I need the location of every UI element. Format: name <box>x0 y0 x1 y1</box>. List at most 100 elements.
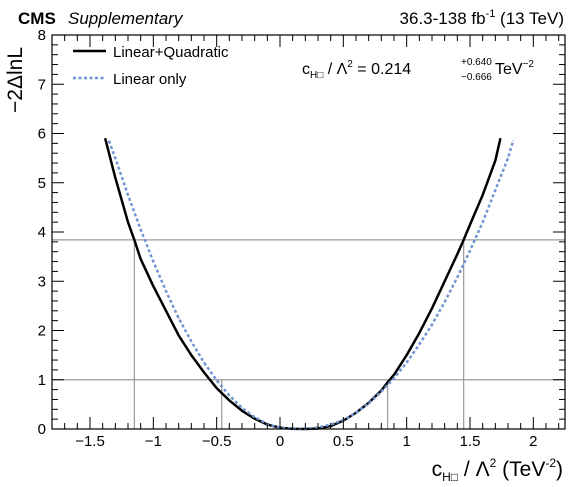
series-0-point <box>216 387 218 389</box>
fit-result-unit-exp: −2 <box>523 59 535 70</box>
x-axis-title-close: ) <box>556 458 563 481</box>
fit-result-lambda: / Λ <box>323 61 347 78</box>
series-0-point <box>104 137 106 140</box>
series-1-point <box>114 157 116 159</box>
y-tick-label: 8 <box>38 27 46 44</box>
series-1-point <box>393 377 395 379</box>
series-0-point <box>241 410 243 412</box>
series-line-0 <box>103 138 502 431</box>
series-1-point <box>456 276 458 278</box>
x-tick-label: −1 <box>145 433 162 450</box>
series-1-point <box>418 343 420 345</box>
series-1-point <box>108 140 110 142</box>
series-1-point <box>228 394 230 397</box>
series-1-point <box>254 416 256 418</box>
series-0-point <box>203 371 205 373</box>
fit-result-error-down: −0.666 <box>461 72 492 83</box>
series-0-point <box>393 374 395 376</box>
series-0-point <box>152 285 154 287</box>
y-tick-label: 0 <box>38 421 46 438</box>
series-1-point <box>406 361 408 364</box>
x-axis-title-sub: H□ <box>442 470 458 484</box>
series-0-point <box>114 177 116 179</box>
series-0-point <box>418 332 420 334</box>
fit-result-error-up: +0.640 <box>461 57 492 68</box>
y-tick-label: 5 <box>38 175 46 192</box>
series-1-point <box>431 323 433 326</box>
series-1-point <box>512 140 514 142</box>
series-0-point <box>178 334 180 337</box>
series-0-point <box>165 310 167 312</box>
fit-result-lhs: cH□ / Λ2 = 0.214 <box>302 59 411 81</box>
series-1-point <box>140 228 142 231</box>
x-tick-label: 2 <box>529 433 537 450</box>
curves <box>103 137 515 431</box>
fit-result-coefficient: c <box>302 61 310 78</box>
series-0-point <box>469 224 471 226</box>
legend-label-linear-quadratic: Linear+Quadratic <box>113 44 229 61</box>
x-tick-label: 0 <box>276 433 284 450</box>
series-0-point <box>127 221 129 223</box>
lumi-value: 36.3-138 fb <box>400 9 486 28</box>
series-1-point <box>507 157 509 159</box>
series-1-point <box>190 340 192 342</box>
series-1-point <box>216 379 218 381</box>
series-1-point <box>380 390 382 393</box>
y-axis-title: −2ΔlnL <box>4 47 27 113</box>
series-0-point <box>463 239 465 241</box>
fit-result: cH□ / Λ2 = 0.214 +0.640 −0.666 TeV−2 <box>302 57 534 83</box>
series-1-point <box>355 412 357 414</box>
series-1-point <box>165 290 167 292</box>
series-1-point <box>152 260 154 263</box>
plot-frame <box>51 34 566 430</box>
legend-label-linear-only: Linear only <box>113 71 187 88</box>
fit-result-value: = 0.214 <box>353 61 411 78</box>
experiment-label: CMS <box>18 9 56 28</box>
series-0-point <box>254 418 256 420</box>
y-tick-label: 4 <box>38 224 46 241</box>
series-0-point <box>431 307 433 309</box>
series-1-point <box>469 250 471 252</box>
series-0-point <box>228 399 230 402</box>
series-0-point <box>133 239 135 241</box>
threshold-lines <box>52 239 565 429</box>
series-1-point <box>178 317 180 319</box>
series-1-point <box>444 301 446 303</box>
axis-tick-labels: −1.5 −1 −0.5 0 0.5 1 1.5 2 0 1 2 3 4 5 6 7 8 <box>38 27 538 450</box>
series-1-point <box>127 194 129 196</box>
y-tick-label: 7 <box>38 76 46 93</box>
fit-result-coefficient-sub: H□ <box>310 70 323 81</box>
lumi-label: 36.3-138 fb-1 (13 TeV) <box>400 8 564 28</box>
legend: Linear+Quadratic Linear only <box>73 44 229 88</box>
series-0-point <box>190 354 192 356</box>
x-axis-title-unit-exp: -2 <box>545 456 556 470</box>
x-axis-title-lambda-exp: 2 <box>490 456 497 470</box>
x-tick-label: 1.5 <box>460 433 481 450</box>
series-0-point <box>494 159 496 162</box>
x-tick-label: 0.5 <box>333 433 354 450</box>
y-tick-label: 2 <box>38 323 46 340</box>
x-tick-label: −1.5 <box>75 433 105 450</box>
series-1-point <box>482 221 484 223</box>
x-axis-title: cH□ / Λ2 (TeV-2) <box>432 456 563 484</box>
y-tick-label: 6 <box>38 126 46 143</box>
series-0-point <box>387 381 389 383</box>
series-0-point <box>444 280 446 282</box>
series-0-point <box>456 253 458 255</box>
series-0-point <box>499 137 501 140</box>
series-0-point <box>482 194 484 196</box>
x-axis-title-unit: (TeV <box>496 458 545 481</box>
fit-result-lambda-exp: 2 <box>347 59 353 70</box>
lumi-exponent: -1 <box>486 8 496 20</box>
y-tick-label: 3 <box>38 273 46 290</box>
y-tick-label: 1 <box>38 372 46 389</box>
series-1-point <box>241 407 243 409</box>
axis-ticks <box>52 34 565 430</box>
series-line-1 <box>107 140 515 431</box>
fit-result-unit: TeV−2 <box>495 59 534 78</box>
x-axis-title-coefficient: c <box>432 458 443 481</box>
lumi-energy: (13 TeV) <box>495 9 564 28</box>
series-0-point <box>406 354 408 356</box>
fit-result-unit-base: TeV <box>495 61 523 78</box>
